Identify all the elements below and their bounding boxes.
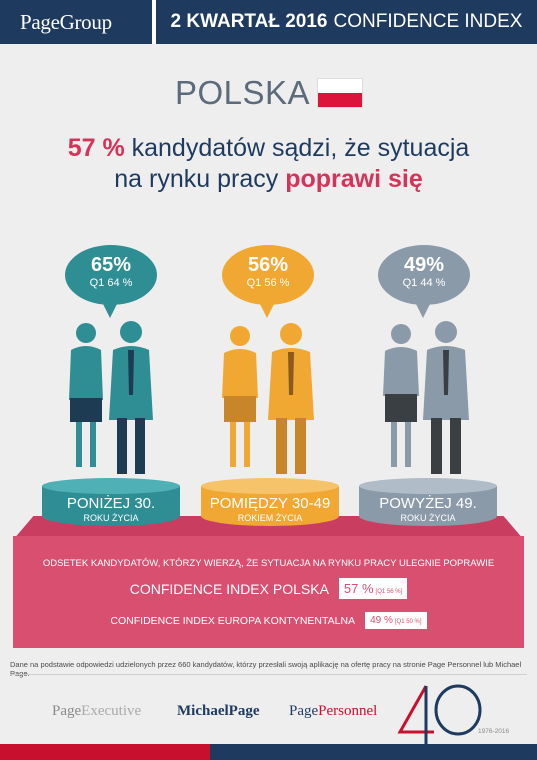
header-title-light: CONFIDENCE INDEX <box>333 11 523 32</box>
headline-pct: 57 % <box>67 134 125 162</box>
bubble-q1: Q1 64 % <box>89 277 133 289</box>
woman-icon <box>69 323 103 467</box>
man-icon <box>109 321 153 474</box>
stage-description: ODSETEK KANDYDATÓW, KTÓRZY WIERZĄ, ŻE SY… <box>42 558 495 569</box>
page-personnel-logo: PagePersonnel <box>289 703 378 719</box>
headline: 57 % kandydatów sądzi, że sytuacja na ry… <box>0 133 537 195</box>
ci-pl-badge: 57 % [Q1 56 %] <box>338 578 408 599</box>
pedestal-30-49: POMIĘDZY 30-49 ROKIEM ŻYCIA <box>201 478 339 532</box>
man-icon <box>268 323 314 474</box>
header-title: 2 KWARTAŁ 2016 CONFIDENCE INDEX <box>156 0 537 44</box>
header-title-bold: 2 KWARTAŁ 2016 <box>170 11 328 32</box>
ci-pl-value: 57 % <box>343 581 374 596</box>
bubble-under-30: 65% Q1 64 % <box>65 245 157 318</box>
pedestal-label: POMIĘDZY 30-49 <box>209 495 331 512</box>
bubble-pct: 49% <box>403 254 445 276</box>
bubble-q1: Q1 44 % <box>402 277 446 289</box>
confidence-index-europe: CONFIDENCE INDEX EUROPA KONTYNENTALNA 49… <box>13 612 524 629</box>
ci-eu-label: CONFIDENCE INDEX EUROPA KONTYNENTALNA <box>110 614 356 627</box>
michael-page-logo: MichaelPage <box>177 703 260 719</box>
years-label: 1976-2016 <box>478 728 510 735</box>
ci-eu-q1: [Q1 50 %] <box>394 619 422 625</box>
country-heading: POLSKA <box>0 74 537 112</box>
ci-pl-label: CONFIDENCE INDEX POLSKA <box>129 580 329 597</box>
ci-eu-badge: 49 % [Q1 50 %] <box>365 612 427 629</box>
ci-eu-value: 49 % <box>370 615 393 626</box>
bubble-q1: Q1 56 % <box>246 277 290 289</box>
divider <box>10 674 527 675</box>
poland-flag-icon <box>318 79 363 107</box>
headline-text2: na rynku pracy <box>114 165 286 193</box>
stage-panel <box>13 536 524 648</box>
bubble-pct: 56% <box>247 254 289 276</box>
bubble-pct: 65% <box>90 254 132 276</box>
pedestal-sublabel: ROKU ŻYCIA <box>400 513 456 523</box>
footer-red-bar <box>0 744 210 760</box>
bubble-over-49: 49% Q1 44 % <box>378 245 470 318</box>
headline-accent: poprawi się <box>285 165 423 193</box>
pagegroup-logo: PageGroup <box>0 0 152 44</box>
pedestal-under-30: PONIŻEJ 30. ROKU ŻYCIA <box>42 478 180 532</box>
forty-years-logo-icon <box>397 684 482 754</box>
footnote: Dane na podstawie odpowiedzi udzielonych… <box>10 660 522 678</box>
ci-pl-q1: [Q1 56 %] <box>375 589 403 595</box>
headline-text1: kandydatów sądzi, że sytuacja <box>124 134 470 162</box>
pedestal-over-49: POWYŻEJ 49. ROKU ŻYCIA <box>359 478 497 532</box>
confidence-index-poland: CONFIDENCE INDEX POLSKA 57 % [Q1 56 %] <box>13 578 524 599</box>
pedestal-label: PONIŻEJ 30. <box>66 495 156 512</box>
header: PageGroup 2 KWARTAŁ 2016 CONFIDENCE INDE… <box>0 0 537 44</box>
country-name: POLSKA <box>174 74 311 111</box>
woman-icon <box>383 324 419 467</box>
man-icon <box>423 321 469 474</box>
bubble-30-49: 56% Q1 56 % <box>222 245 314 318</box>
pedestal-sublabel: ROKU ŻYCIA <box>83 513 139 523</box>
woman-icon <box>222 326 258 467</box>
page-executive-logo: PageExecutive <box>52 703 142 719</box>
pedestal-label: POWYŻEJ 49. <box>379 495 477 512</box>
pedestal-sublabel: ROKIEM ŻYCIA <box>237 513 303 523</box>
